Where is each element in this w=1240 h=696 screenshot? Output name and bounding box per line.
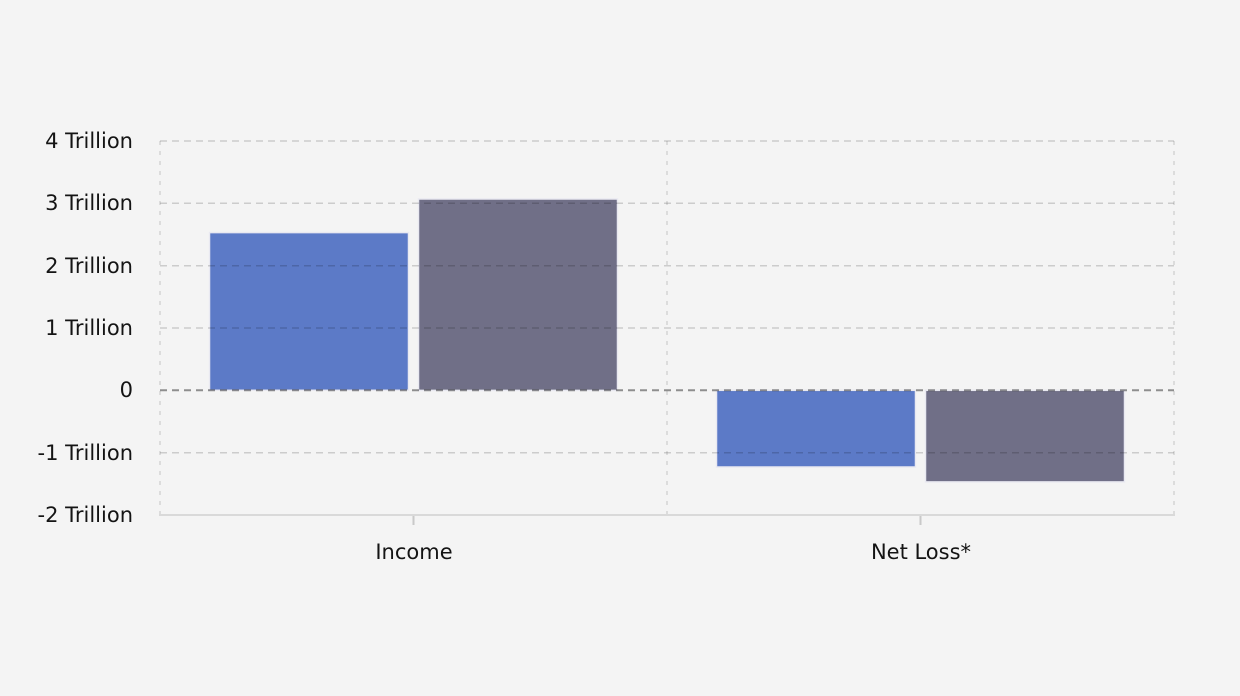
bar-income-series-1-blue[interactable] — [208, 231, 410, 392]
x-axis-category-label-income: Income — [375, 540, 453, 564]
y-axis-tick-label: -1 Trillion — [37, 441, 133, 465]
x-axis-category-label-net-loss: Net Loss* — [870, 540, 972, 564]
bar-net-loss-series-1-blue[interactable] — [715, 389, 917, 468]
y-axis-tick-label: 1 Trillion — [45, 316, 133, 340]
y-axis-tick-label: 4 Trillion — [45, 129, 133, 153]
y-axis-tick-label: -2 Trillion — [37, 503, 133, 527]
y-axis-tick-label: 0 — [119, 378, 133, 402]
y-axis-tick-label: 2 Trillion — [45, 254, 133, 278]
bar-income-series-2-gray[interactable] — [417, 198, 619, 392]
y-axis-tick-label: 3 Trillion — [45, 191, 133, 215]
bar-net-loss-series-2-gray[interactable] — [924, 389, 1126, 483]
